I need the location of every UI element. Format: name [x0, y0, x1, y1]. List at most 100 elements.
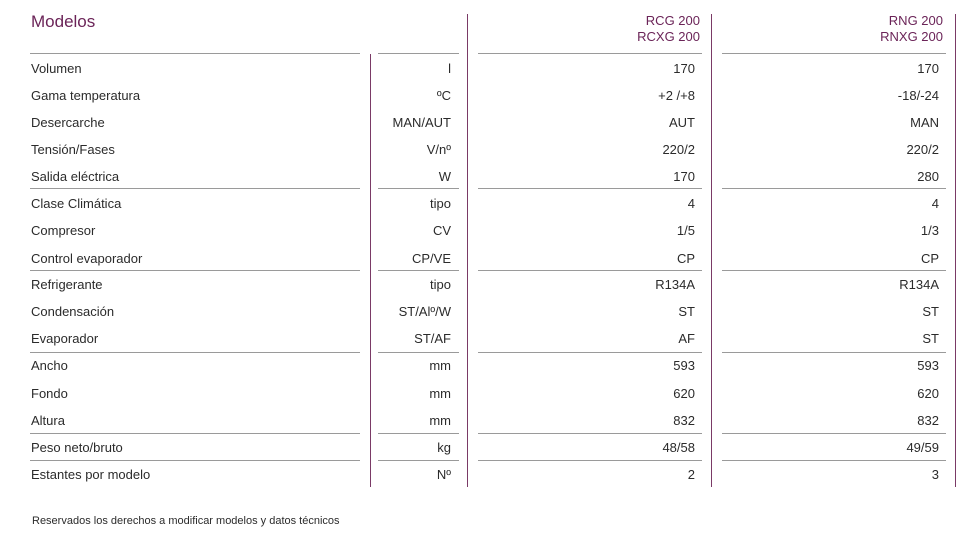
row-rule [722, 188, 946, 189]
row-value-rng: 1/3 [920, 223, 939, 238]
column-divider [955, 14, 956, 487]
row-value-rcg: 2 [687, 467, 695, 482]
row-rule [30, 188, 360, 189]
table-row: Gama temperatura ºC +2 /+8 -18/-24 [0, 82, 980, 109]
table-row: Desercarche MAN/AUT AUT MAN [0, 109, 980, 136]
row-value-rng: 620 [917, 386, 939, 401]
row-value-rcg: 620 [673, 386, 695, 401]
row-value-rng: 593 [917, 358, 939, 373]
row-unit: CV [432, 223, 451, 238]
row-rule [722, 270, 946, 271]
row-label: Volumen [31, 61, 82, 76]
row-rule [478, 433, 702, 434]
table-row: Ancho mm 593 593 [0, 352, 980, 379]
row-label: Tensión/Fases [31, 142, 115, 157]
table-row: Control evaporador CP/VE CP CP [0, 245, 980, 272]
row-unit: ST/AF [414, 331, 451, 346]
row-unit: mm [429, 386, 451, 401]
row-unit: V/nº [426, 142, 451, 157]
row-value-rcg: +2 /+8 [658, 88, 695, 103]
row-label: Refrigerante [31, 277, 103, 292]
row-unit: ST/Alº/W [398, 304, 451, 319]
row-rule [30, 270, 360, 271]
row-rule [30, 460, 360, 461]
row-value-rng: 49/59 [906, 440, 939, 455]
row-value-rcg: ST [678, 304, 695, 319]
row-label: Evaporador [31, 331, 99, 346]
row-label: Gama temperatura [31, 88, 141, 103]
model-name: RNXG 200 [880, 29, 943, 44]
table-row: Salida eléctrica W 170 280 [0, 163, 980, 190]
row-value-rng: 280 [917, 169, 939, 184]
row-label: Altura [31, 413, 65, 428]
row-unit: W [438, 169, 451, 184]
row-value-rng: 4 [931, 196, 939, 211]
row-unit: mm [429, 358, 451, 373]
row-value-rng: ST [922, 331, 939, 346]
row-value-rcg: AF [678, 331, 695, 346]
row-value-rcg: R134A [655, 277, 695, 292]
row-rule [478, 270, 702, 271]
row-value-rng: ST [922, 304, 939, 319]
table-row: Tensión/Fases V/nº 220/2 220/2 [0, 136, 980, 163]
model-header-2: RNG 200 RNXG 200 [725, 13, 943, 45]
row-value-rcg: 170 [673, 169, 695, 184]
row-label: Clase Climática [31, 196, 122, 211]
model-header-1: RCG 200 RCXG 200 [480, 13, 700, 45]
row-rule [378, 53, 459, 54]
row-label: Estantes por modelo [31, 467, 151, 482]
row-value-rng: -18/-24 [897, 88, 939, 103]
table-row: Estantes por modelo Nº 2 3 [0, 461, 980, 488]
row-unit: ºC [436, 88, 451, 103]
row-rule [478, 53, 702, 54]
row-rule [30, 352, 360, 353]
table-row: Refrigerante tipo R134A R134A [0, 271, 980, 298]
row-value-rcg: 832 [673, 413, 695, 428]
row-label: Condensación [31, 304, 115, 319]
table-row: Altura mm 832 832 [0, 407, 980, 434]
row-label: Salida eléctrica [31, 169, 120, 184]
row-value-rng: 170 [917, 61, 939, 76]
table-row: Condensación ST/Alº/W ST ST [0, 298, 980, 325]
table-row: Fondo mm 620 620 [0, 380, 980, 407]
page-title: Modelos [31, 12, 96, 31]
row-label: Compresor [31, 223, 96, 238]
column-divider [370, 54, 371, 487]
row-rule [722, 352, 946, 353]
row-rule [378, 460, 459, 461]
row-rule [722, 53, 946, 54]
table-row: Evaporador ST/AF AF ST [0, 325, 980, 352]
row-value-rcg: 170 [673, 61, 695, 76]
row-rule [722, 460, 946, 461]
row-value-rcg: CP [676, 251, 695, 266]
row-value-rng: 832 [917, 413, 939, 428]
row-value-rcg: 220/2 [662, 142, 695, 157]
row-rule [30, 53, 360, 54]
row-value-rng: CP [920, 251, 939, 266]
row-value-rng: 3 [931, 467, 939, 482]
row-label: Peso neto/bruto [31, 440, 123, 455]
row-rule [378, 188, 459, 189]
row-value-rng: MAN [910, 115, 939, 130]
row-unit: CP/VE [411, 251, 451, 266]
row-rule [722, 433, 946, 434]
row-label: Ancho [31, 358, 68, 373]
table-row: Peso neto/bruto kg 48/58 49/59 [0, 434, 980, 461]
row-rule [478, 352, 702, 353]
model-name: RCXG 200 [637, 29, 700, 44]
table-row: Clase Climática tipo 4 4 [0, 190, 980, 217]
model-name: RNG 200 [888, 13, 943, 28]
row-unit: l [448, 61, 451, 76]
row-unit: tipo [430, 277, 451, 292]
row-rule [378, 433, 459, 434]
column-divider [711, 14, 712, 487]
column-divider [467, 14, 468, 487]
row-unit: mm [429, 413, 451, 428]
row-unit: tipo [430, 196, 451, 211]
row-rule [378, 352, 459, 353]
row-label: Desercarche [31, 115, 105, 130]
row-unit: kg [437, 440, 451, 455]
row-value-rcg: AUT [669, 115, 695, 130]
row-value-rcg: 48/58 [662, 440, 695, 455]
footnote: Reservados los derechos a modificar mode… [32, 515, 340, 527]
